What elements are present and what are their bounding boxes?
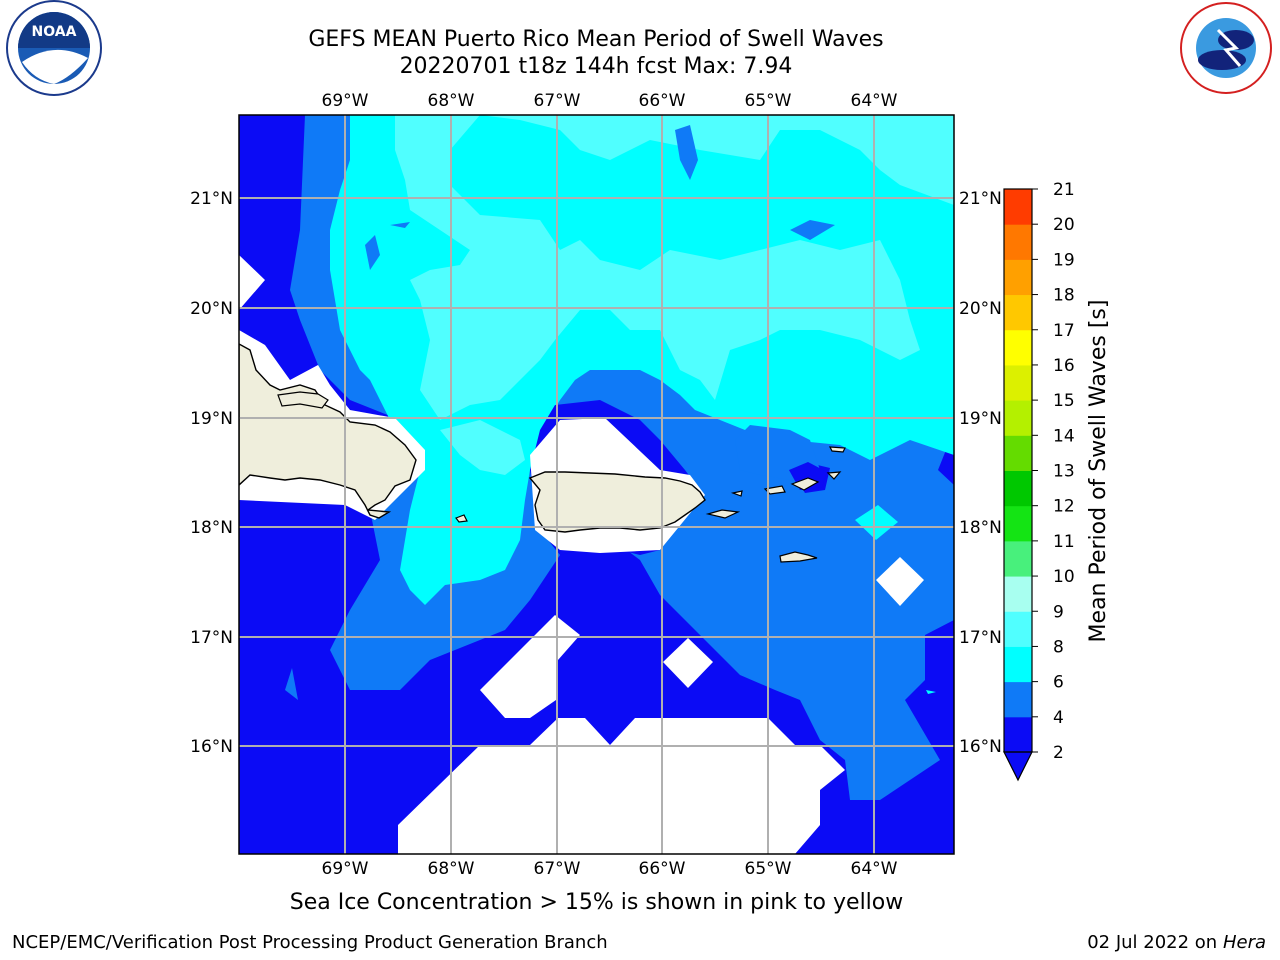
svg-text:67°W: 67°W [534, 91, 581, 111]
colorbar-segment [1004, 435, 1032, 471]
swell-band-8-9 [395, 115, 954, 420]
colorbar-segment [1004, 716, 1032, 753]
svg-text:18°N: 18°N [959, 518, 1002, 538]
colorbar-tick-label: 9 [1053, 602, 1064, 622]
graticule [239, 115, 954, 854]
svg-text:68°W: 68°W [428, 91, 475, 111]
svg-text:19°N: 19°N [959, 409, 1002, 429]
colorbar-tick-label: 10 [1053, 567, 1075, 587]
colorbar-tick-label: 16 [1053, 356, 1075, 376]
lon-labels-bottom: 69°W 68°W 67°W 66°W 65°W 64°W [322, 859, 898, 879]
svg-text:64°W: 64°W [851, 859, 898, 879]
colorbar-tick-label: 13 [1053, 462, 1075, 482]
footer-date-text: 02 Jul 2022 on [1087, 932, 1223, 953]
colorbar-segment [1004, 505, 1032, 542]
colorbar: 2 4 6 8 9 10 11 12 13 14 15 16 17 18 19 20 21 [1003, 180, 1075, 782]
colorbar-segment [1004, 259, 1032, 296]
svg-text:69°W: 69°W [322, 91, 369, 111]
svg-text:20°N: 20°N [959, 299, 1002, 319]
colorbar-segment [1004, 294, 1032, 331]
colorbar-tick-label: 6 [1053, 673, 1064, 693]
footer-credit: NCEP/EMC/Verification Post Processing Pr… [12, 932, 608, 953]
colorbar-tick-label: 8 [1053, 637, 1064, 657]
colorbar-segment [1004, 400, 1032, 436]
colorbar-segment [1004, 611, 1032, 647]
colorbar-segment [1004, 646, 1032, 683]
svg-text:65°W: 65°W [745, 859, 792, 879]
colorbar-segment [1004, 329, 1032, 366]
lon-labels-top: 69°W 68°W 67°W 66°W 65°W 64°W [322, 91, 898, 111]
colorbar-tick-label: 2 [1053, 743, 1064, 763]
nodata-regions [239, 255, 924, 854]
colorbar-label: Mean Period of Swell Waves [s] [1086, 300, 1111, 643]
svg-text:65°W: 65°W [745, 91, 792, 111]
colorbar-tick-label: 4 [1053, 708, 1064, 728]
colorbar-segment [1004, 470, 1032, 507]
colorbar-tick-label: 19 [1053, 250, 1075, 270]
colorbar-segment [1004, 189, 1032, 225]
svg-text:17°N: 17°N [190, 628, 233, 648]
map-frame [238, 114, 955, 855]
nws-logo [1180, 2, 1272, 94]
svg-text:16°N: 16°N [190, 737, 233, 757]
noaa-logo: NOAA [6, 0, 102, 96]
colorbar-tick-label: 12 [1053, 497, 1075, 517]
svg-text:21°N: 21°N [959, 189, 1002, 209]
colorbar-tick-label: 17 [1053, 321, 1075, 341]
svg-text:16°N: 16°N [959, 737, 1002, 757]
svg-text:18°N: 18°N [190, 518, 233, 538]
svg-text:66°W: 66°W [639, 91, 686, 111]
footer-host: Hera [1222, 932, 1266, 953]
svg-text:68°W: 68°W [428, 859, 475, 879]
svg-text:19°N: 19°N [190, 409, 233, 429]
svg-text:64°W: 64°W [851, 91, 898, 111]
colorbar-tick-label: 18 [1053, 286, 1075, 306]
lat-labels-right: 21°N 20°N 19°N 18°N 17°N 16°N [959, 189, 1002, 757]
colorbar-segment [1004, 364, 1032, 401]
svg-text:21°N: 21°N [190, 189, 233, 209]
colorbar-tick-label: 20 [1053, 215, 1075, 235]
colorbar-tick-label: 11 [1053, 532, 1075, 552]
lat-labels-left: 21°N 20°N 19°N 18°N 17°N 16°N [190, 189, 233, 757]
colorbar-segment [1004, 681, 1032, 718]
colorbar-segment [1004, 224, 1032, 260]
chart-subtitle: 20220701 t18z 144h fcst Max: 7.94 [399, 54, 793, 79]
footer-date: 02 Jul 2022 on Hera [1087, 932, 1266, 953]
colorbar-segment [1004, 540, 1032, 577]
svg-text:66°W: 66°W [639, 859, 686, 879]
svg-text:20°N: 20°N [190, 299, 233, 319]
colorbar-tick-label: 21 [1053, 180, 1075, 200]
svg-text:NOAA: NOAA [32, 24, 77, 40]
svg-text:17°N: 17°N [959, 628, 1002, 648]
sea-ice-caption: Sea Ice Concentration > 15% is shown in … [289, 890, 904, 915]
svg-text:67°W: 67°W [534, 859, 581, 879]
colorbar-segment [1004, 576, 1032, 612]
chart-title: GEFS MEAN Puerto Rico Mean Period of Swe… [308, 27, 884, 52]
colorbar-tick-label: 14 [1053, 426, 1075, 446]
colorbar-extend [1003, 751, 1033, 782]
land-hispaniola [239, 343, 417, 519]
svg-text:69°W: 69°W [322, 859, 369, 879]
colorbar-tick-label: 15 [1053, 391, 1075, 411]
